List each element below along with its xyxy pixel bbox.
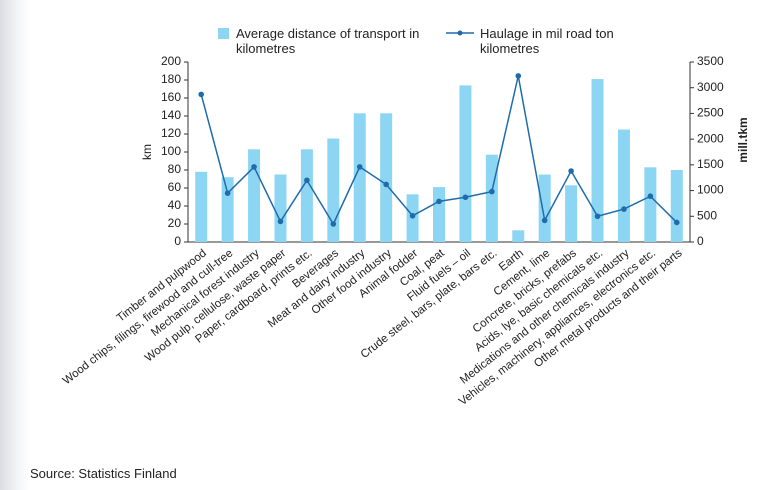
y2-tick-label: 500	[697, 208, 717, 222]
line-point	[568, 168, 574, 174]
bar	[380, 113, 393, 242]
bar	[565, 185, 578, 242]
line-point	[224, 190, 231, 196]
bar	[538, 174, 551, 242]
bar	[195, 171, 208, 242]
line-point	[594, 213, 601, 220]
y2-tick-label: 3000	[697, 80, 724, 94]
y2-tick-label: 2000	[697, 131, 724, 145]
y-tick-label: 200	[161, 54, 181, 68]
line-point	[277, 218, 284, 225]
line-point	[383, 181, 389, 188]
y-tick-label: 140	[161, 108, 181, 122]
bar	[591, 79, 604, 242]
line-point	[462, 194, 469, 201]
y-tick-label: 20	[168, 216, 182, 230]
bar	[300, 149, 313, 242]
bar	[248, 149, 261, 242]
x-tick-label: Mechanical forest industry	[149, 247, 262, 339]
y-tick-label: 40	[168, 198, 182, 212]
bar	[459, 85, 472, 243]
y2-tick-label: 3500	[697, 54, 724, 68]
line-point	[330, 221, 337, 227]
y-tick-label: 60	[168, 180, 182, 194]
legend-label: Haulage in mil road ton kilometres	[480, 26, 614, 56]
legend-label: Average distance of transport in kilomet…	[236, 26, 420, 56]
y2-tick-label: 2500	[697, 106, 724, 120]
bar	[670, 170, 683, 242]
bar	[221, 177, 234, 242]
y-tick-label: 120	[161, 126, 181, 140]
y-axis-label: km	[140, 144, 154, 160]
bar	[617, 129, 630, 242]
y2-tick-label: 1500	[697, 157, 724, 171]
bar	[353, 113, 366, 242]
bar	[274, 174, 287, 242]
y-tick-label: 0	[174, 234, 181, 248]
line-point	[621, 206, 627, 212]
y2-tick-label: 1000	[697, 183, 724, 197]
y-tick-label: 100	[161, 144, 181, 158]
y-tick-label: 160	[161, 90, 181, 104]
bar	[433, 187, 445, 242]
line-point	[489, 188, 495, 195]
bar	[644, 167, 657, 242]
line-point	[436, 198, 442, 205]
legend-swatch	[218, 28, 229, 39]
bar	[485, 154, 498, 242]
source: Source: Statistics Finland	[30, 466, 177, 481]
y2-axis-label: mill.tkm	[736, 117, 750, 162]
y-tick-label: 180	[161, 72, 181, 86]
line-point	[515, 73, 522, 79]
line-point	[304, 177, 310, 184]
y-tick-label: 80	[168, 162, 182, 176]
line-point	[409, 212, 416, 219]
line-point	[541, 217, 548, 224]
line-point	[673, 219, 680, 226]
line-point	[647, 193, 654, 200]
line-point	[251, 164, 257, 170]
legend-dot	[457, 30, 463, 36]
line-point	[356, 164, 363, 170]
bar	[512, 230, 525, 242]
line-point	[198, 91, 205, 98]
y2-tick-label: 0	[697, 234, 704, 248]
